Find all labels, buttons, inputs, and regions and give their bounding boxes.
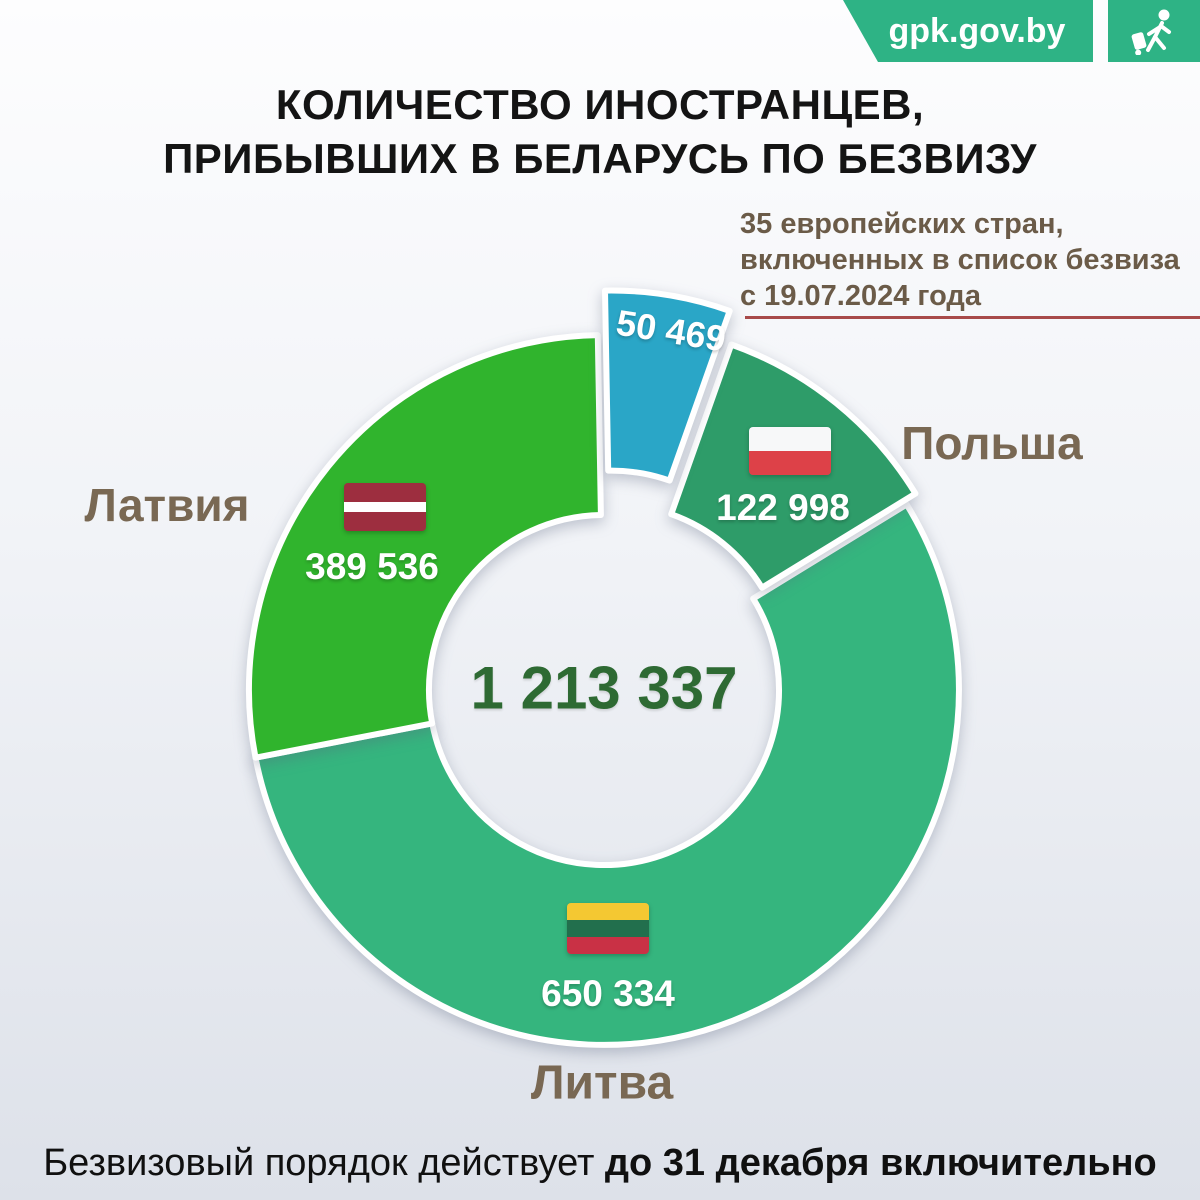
flag-stripe [749,427,831,451]
footer-note: Безвизовый порядок действует до 31 декаб… [0,1142,1200,1185]
annotation-line-3: с 19.07.2024 года [740,280,981,312]
flag-stripe [749,451,831,475]
flag-stripe [567,937,649,954]
flag-stripe [344,502,426,512]
traveler-with-suitcase-icon [1131,9,1171,55]
annotation-underline [745,316,1200,319]
annotation-line-2: включенных в список безвиза [740,244,1180,276]
annotation-line-1: 35 европейских стран, [740,208,1064,240]
footer-text-bold: до 31 декабря включительно [604,1142,1157,1184]
page-title: КОЛИЧЕСТВО ИНОСТРАНЦЕВ, ПРИБЫВШИХ В БЕЛА… [0,78,1200,186]
label-lithuania: Литва [530,1056,674,1110]
lithuania-flag [567,903,649,954]
site-badge: gpk.gov.by [843,0,1093,62]
annotation-note: 35 европейских стран, включенных в списо… [740,206,1200,314]
slice-others [602,287,733,484]
title-line-1: КОЛИЧЕСТВО ИНОСТРАНЦЕВ, [275,81,925,128]
slice-latvia [246,332,604,761]
traveler-icon-box [1108,0,1200,62]
flag-stripe [344,512,426,531]
label-poland: Польша [901,417,1083,469]
flag-stripe [344,483,426,502]
poland-flag [749,427,831,475]
slice-lithuania [252,501,962,1048]
footer-text-regular: Безвизовый порядок действует [43,1142,605,1184]
flag-stripe [567,903,649,920]
title-line-2: ПРИБЫВШИХ В БЕЛАРУСЬ ПО БЕЗВИЗУ [163,135,1037,182]
latvia-flag [344,483,426,531]
total-value: 1 213 337 [470,654,738,722]
slice-value-lithuania: 650 334 [541,973,675,1014]
flag-stripe [567,920,649,937]
label-latvia: Латвия [84,479,250,531]
slice-value-poland: 122 998 [716,487,850,528]
site-badge-label: gpk.gov.by [888,11,1066,50]
slice-value-latvia: 389 536 [305,546,439,587]
